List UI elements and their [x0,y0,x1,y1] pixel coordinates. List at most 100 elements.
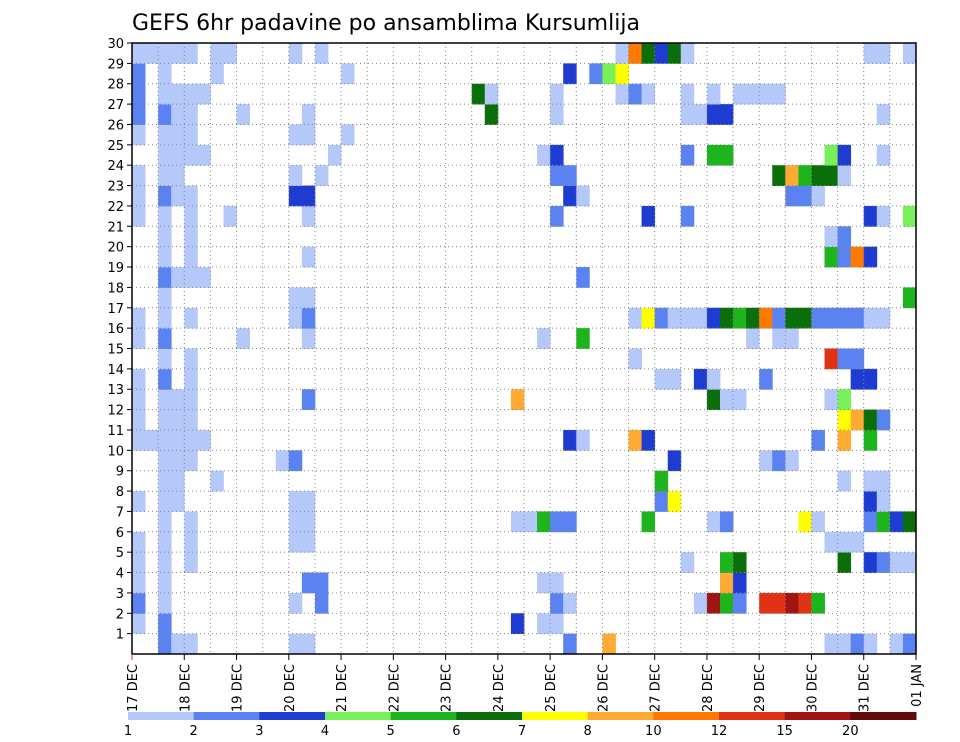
legend-swatch [193,712,260,720]
y-tick-label: 26 [107,118,124,133]
heatmap-cell [824,165,838,186]
heatmap-cell [550,572,564,594]
heatmap-cell [706,144,721,166]
heatmap-cell [706,83,721,105]
heatmap-cell [824,307,838,329]
heatmap-cell [301,572,316,594]
heatmap-cell [171,409,185,431]
legend-swatch [522,712,589,720]
legend: 1 2 3 4 5 6 7 8 10 12 15 20 [124,712,917,739]
x-tick-label: 21 DEC [335,664,350,712]
heatmap-cell [824,531,838,553]
heatmap-cell [171,124,185,146]
heatmap-cell [863,491,878,512]
heatmap-cell [537,572,551,594]
y-tick-label: 9 [116,465,124,480]
heatmap-cell [902,287,917,309]
heatmap-cell [171,144,185,166]
heatmap-cell [158,165,172,186]
y-tick-label: 3 [116,587,124,602]
heatmap-cell [706,104,721,125]
heatmap-cell [720,307,734,329]
heatmap-cell [863,307,878,329]
heatmap-cell [158,307,172,329]
heatmap-cell [863,429,878,451]
heatmap-cell [132,307,146,329]
legend-label: 5 [387,724,395,739]
heatmap-cell [863,552,878,573]
heatmap-cell [210,43,224,64]
heatmap-cell [158,267,172,288]
heatmap-cell [171,429,185,451]
heatmap-cell [680,43,695,64]
heatmap-cell [693,104,708,125]
heatmap-cell [733,307,747,329]
chart-title: GEFS 6hr padavine po ansamblima Kursumli… [132,11,640,36]
heatmap-cell [615,43,629,64]
heatmap-cell [706,592,721,614]
y-tick-label: 7 [116,505,124,520]
heatmap-cell [184,531,198,553]
heatmap-cell [197,144,211,166]
heatmap-cell [628,307,642,329]
heatmap-cell [301,246,316,268]
heatmap-cell [785,185,799,207]
heatmap-cell [537,144,551,166]
heatmap-cell [184,511,198,533]
heatmap-cell [158,592,172,614]
y-tick-label: 1 [116,628,124,643]
legend-label: 7 [518,724,526,739]
heatmap-cell [889,552,904,573]
heatmap-cell [132,205,146,227]
heatmap-cell [706,511,721,533]
heatmap-cell [145,43,159,64]
legend-label: 20 [842,724,859,739]
heatmap-cell [184,389,198,410]
heatmap-cell [301,307,316,329]
heatmap-cell [341,63,355,85]
x-tick-label: 24 DEC [492,664,507,712]
heatmap-cell [889,633,904,655]
heatmap-cell [746,83,760,105]
heatmap-cell [680,83,695,105]
legend-swatch [259,712,326,720]
heatmap-cell [641,429,656,451]
heatmap-cell [576,429,590,451]
heatmap-cell [654,368,669,390]
heatmap-cell [811,185,825,207]
heatmap-cell [693,368,708,390]
heatmap-cell [798,307,812,329]
heatmap-cell [850,368,865,390]
heatmap-cell [158,43,172,64]
heatmap-cell [876,205,891,227]
y-tick-label: 22 [107,200,124,215]
heatmap-cell [301,104,316,125]
y-tick-label: 28 [107,78,124,93]
heatmap-cell [680,144,695,166]
heatmap-cell [759,307,773,329]
heatmap-cell [720,144,734,166]
heatmap-cell [171,491,185,512]
heatmap-cell [236,328,250,349]
legend-label: 8 [584,724,592,739]
heatmap-cell [902,43,917,64]
heatmap-cell [720,592,734,614]
heatmap-cell [772,328,786,349]
heatmap-cell [132,531,146,553]
heatmap-cell [184,450,198,472]
heatmap-cell [158,205,172,227]
heatmap-cell [563,165,577,186]
legend-label: 10 [645,724,662,739]
heatmap-cell [772,592,786,614]
heatmap-cell [759,368,773,390]
heatmap-cell [158,104,172,125]
heatmap-cell [184,348,198,370]
legend-label: 4 [321,724,329,739]
y-tick-label: 27 [107,98,124,113]
heatmap-cell [837,389,852,410]
y-tick-label: 4 [116,567,124,582]
heatmap-cell [328,144,342,166]
heatmap-cell [132,429,146,451]
heatmap-cell [876,104,891,125]
heatmap-cell [706,307,721,329]
